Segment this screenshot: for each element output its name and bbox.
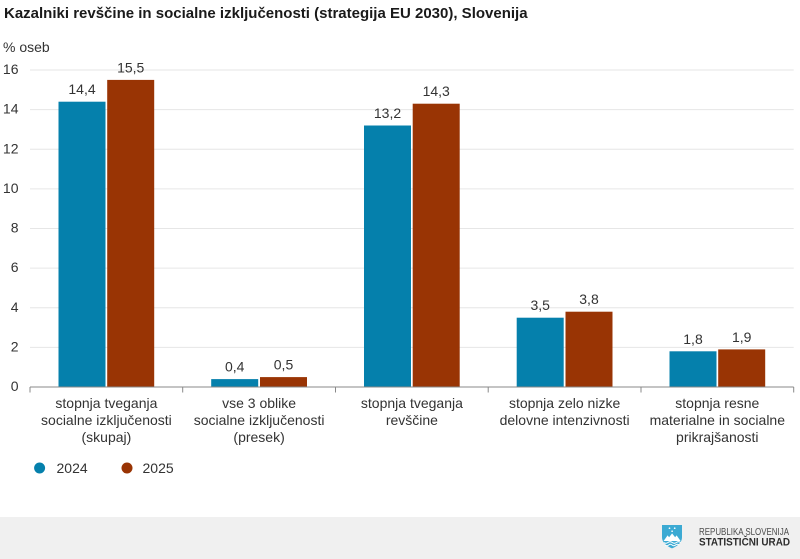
- svg-text:3,5: 3,5: [530, 297, 550, 313]
- svg-text:14,4: 14,4: [68, 81, 95, 97]
- svg-text:stopnja tveganja: stopnja tveganja: [361, 395, 463, 411]
- svg-text:15,5: 15,5: [117, 59, 144, 75]
- svg-text:2025: 2025: [143, 460, 174, 476]
- svg-text:2024: 2024: [57, 460, 88, 476]
- svg-text:13,2: 13,2: [374, 105, 401, 121]
- svg-text:(skupaj): (skupaj): [82, 429, 132, 445]
- svg-text:Kazalniki revščine in socialne: Kazalniki revščine in socialne izključen…: [4, 5, 528, 22]
- svg-text:12: 12: [3, 140, 19, 156]
- svg-text:STATISTIČNI URAD: STATISTIČNI URAD: [699, 536, 790, 549]
- svg-text:0: 0: [11, 378, 19, 394]
- svg-text:14,3: 14,3: [423, 83, 450, 99]
- svg-text:prikrajšanosti: prikrajšanosti: [676, 429, 758, 445]
- svg-text:10: 10: [3, 180, 19, 196]
- svg-text:stopnja tveganja: stopnja tveganja: [55, 395, 157, 411]
- svg-text:vse 3 oblike: vse 3 oblike: [222, 395, 296, 411]
- svg-text:socialne izključenosti: socialne izključenosti: [41, 412, 172, 428]
- svg-text:stopnja zelo nizke: stopnja zelo nizke: [509, 395, 621, 411]
- svg-text:0,4: 0,4: [225, 359, 245, 375]
- svg-text:% oseb: % oseb: [3, 39, 50, 55]
- svg-text:stopnja resne: stopnja resne: [675, 395, 759, 411]
- svg-text:16: 16: [3, 61, 19, 77]
- svg-text:1,8: 1,8: [683, 331, 703, 347]
- svg-text:2: 2: [11, 338, 19, 354]
- svg-text:REPUBLIKA SLOVENIJA: REPUBLIKA SLOVENIJA: [699, 527, 789, 538]
- svg-text:delovne intenzivnosti: delovne intenzivnosti: [500, 412, 630, 428]
- svg-text:revščine: revščine: [386, 412, 438, 428]
- svg-text:(presek): (presek): [233, 429, 284, 445]
- svg-text:6: 6: [11, 259, 19, 275]
- svg-text:14: 14: [3, 101, 19, 117]
- svg-text:1,9: 1,9: [732, 329, 752, 345]
- svg-text:materialne in socialne: materialne in socialne: [650, 412, 786, 428]
- svg-text:4: 4: [11, 299, 19, 315]
- svg-text:0,5: 0,5: [274, 357, 294, 373]
- svg-text:socialne izključenosti: socialne izključenosti: [194, 412, 325, 428]
- svg-text:3,8: 3,8: [579, 291, 599, 307]
- svg-text:8: 8: [11, 220, 19, 236]
